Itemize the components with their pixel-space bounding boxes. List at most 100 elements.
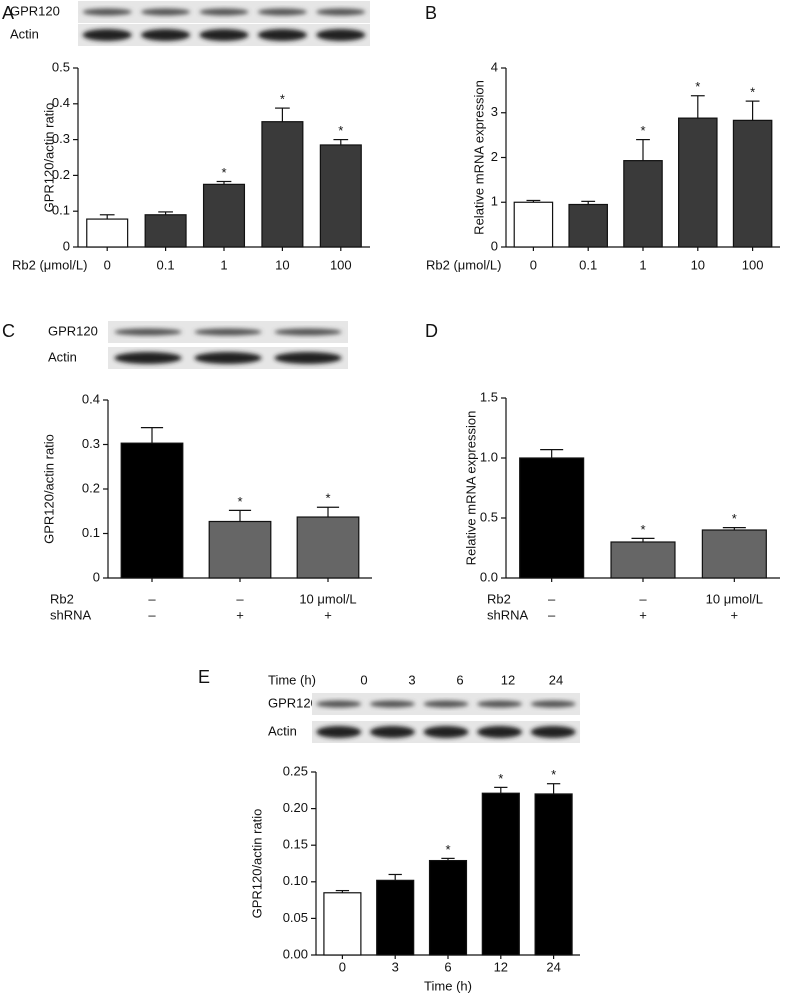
y-axis-label: GPR120/actin ratio (41, 103, 56, 213)
row-label: shRNA (487, 607, 529, 622)
bar (296, 516, 360, 579)
x-tick-label: 0 (530, 257, 537, 272)
bar (144, 214, 187, 248)
blot-band (369, 700, 415, 708)
blot-band (477, 726, 523, 738)
y-tick-label: 4 (491, 59, 498, 74)
x-axis-label: Rb2 (μmol/L) (426, 257, 501, 272)
bar (519, 457, 585, 579)
blot-band (194, 328, 262, 336)
y-tick-label: 0.2 (52, 167, 70, 182)
y-tick-label: 0.3 (52, 131, 70, 146)
significance-mark: * (325, 491, 330, 506)
row-label: shRNA (50, 607, 92, 622)
x-tick-label: 1 (639, 257, 646, 272)
x-tick-label: 12 (494, 959, 508, 974)
y-tick-label: 1.0 (480, 449, 498, 464)
blot-band (82, 29, 132, 41)
blot-band (199, 29, 249, 41)
bar (202, 183, 246, 248)
x-tick-label: 100 (742, 257, 764, 272)
y-tick-label: 0.0 (480, 569, 498, 584)
x-tick-label: 0.1 (157, 257, 175, 272)
panel-letter: D (425, 321, 438, 341)
blot-label: GPR120 (268, 695, 318, 710)
blot-band (274, 352, 342, 364)
y-tick-label: 1 (491, 194, 498, 209)
x-tick-label: 0 (339, 959, 346, 974)
lane-label: 6 (456, 672, 463, 687)
bar (481, 792, 520, 956)
y-tick-label: 0.5 (480, 509, 498, 524)
bar (428, 859, 468, 956)
x-tick-label-row2: + (639, 607, 647, 622)
y-tick-label: 0 (93, 569, 100, 584)
y-tick-label: 0.5 (52, 59, 70, 74)
bar (376, 879, 415, 956)
x-tick-label: 100 (330, 257, 352, 272)
bar (120, 442, 184, 579)
x-tick-label: 3 (392, 959, 399, 974)
x-tick-label-row2: + (731, 607, 739, 622)
blot-band (316, 29, 366, 41)
blot-band (194, 352, 262, 364)
significance-mark: * (551, 767, 556, 782)
bar (513, 201, 554, 248)
x-tick-label: 1 (220, 257, 227, 272)
blot-band (114, 328, 182, 336)
y-tick-label: 0 (63, 238, 70, 253)
y-axis-label: Relative mRNA expression (471, 80, 486, 235)
bar (323, 892, 362, 956)
x-tick-label: 0 (104, 257, 111, 272)
blot-band (316, 700, 362, 708)
y-tick-label: 0.3 (82, 436, 100, 451)
blot-label: Actin (10, 26, 39, 41)
bar (568, 203, 608, 248)
blot-band (369, 726, 415, 738)
y-tick-label: 0.25 (283, 763, 308, 778)
x-tick-label: 0.1 (579, 257, 597, 272)
blot-label: GPR120 (48, 323, 98, 338)
bar (208, 520, 272, 579)
y-tick-label: 0.20 (283, 800, 308, 815)
panel-letter: C (2, 321, 15, 341)
row-label: Rb2 (50, 591, 74, 606)
bar (534, 793, 573, 956)
blot-band (141, 29, 191, 41)
significance-mark: * (338, 123, 343, 138)
lane-label: 12 (501, 672, 515, 687)
x-tick-label-row2: – (148, 607, 156, 622)
bar (732, 119, 773, 248)
y-tick-label: 0.05 (283, 910, 308, 925)
x-tick-label: 10 (275, 257, 289, 272)
bar (610, 541, 676, 579)
x-tick-label: 24 (546, 959, 560, 974)
y-tick-label: 0.4 (52, 95, 70, 110)
blot-band (423, 726, 469, 738)
blot-band (199, 8, 249, 16)
significance-mark: * (750, 85, 755, 100)
x-axis-label: Rb2 (μmol/L) (12, 257, 87, 272)
x-axis-label: Time (h) (424, 978, 472, 993)
lane-label: 3 (408, 672, 415, 687)
panel-letter: B (425, 3, 437, 23)
y-tick-label: 0.10 (283, 873, 308, 888)
bar (86, 218, 129, 248)
panel-letter: E (198, 667, 210, 687)
x-tick-label: 10 μmol/L (299, 591, 356, 606)
blot-band (274, 328, 342, 336)
y-tick-label: 0 (491, 238, 498, 253)
y-axis-label: Relative mRNA expression (463, 411, 478, 566)
x-tick-label: – (639, 591, 647, 606)
blot-band (82, 8, 132, 16)
significance-mark: * (221, 165, 226, 180)
blot-band (423, 700, 469, 708)
bar (701, 529, 767, 579)
y-tick-label: 1.5 (480, 389, 498, 404)
blot-label: GPR120 (10, 3, 60, 18)
bar (678, 117, 718, 248)
blot-label: Actin (268, 723, 297, 738)
significance-mark: * (640, 123, 645, 138)
bar (623, 160, 663, 248)
blot-band (257, 29, 307, 41)
